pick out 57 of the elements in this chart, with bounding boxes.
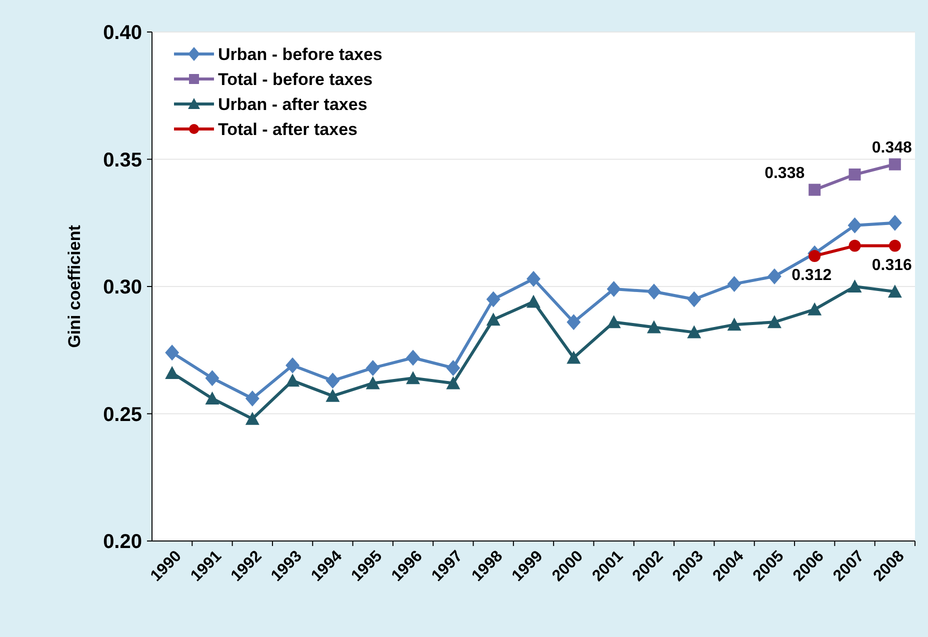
point: [606, 315, 621, 328]
point: [848, 280, 862, 292]
text: 0.35: [103, 149, 142, 172]
point: [566, 350, 581, 364]
point: [646, 320, 661, 334]
point: [888, 158, 901, 170]
point: [205, 391, 220, 404]
point: [165, 344, 180, 361]
point: [848, 217, 862, 234]
point: [446, 360, 460, 376]
text: 0.25: [103, 404, 142, 426]
legend-label: Urban - before taxes: [218, 44, 382, 64]
data-label: 0.348: [872, 139, 912, 156]
point: [406, 371, 420, 384]
point: [808, 250, 821, 262]
point: [566, 314, 581, 330]
point: [286, 357, 300, 374]
point: [888, 284, 902, 298]
point: [205, 370, 220, 386]
point: [808, 302, 822, 316]
point: [406, 350, 420, 366]
point: [165, 366, 180, 380]
point: [848, 240, 861, 252]
point: [687, 291, 702, 308]
point: [245, 390, 260, 406]
legend-label: Total - before taxes: [218, 70, 373, 89]
data-label: 0.312: [792, 266, 832, 284]
y-axis-title: Gini coefficient: [65, 224, 84, 348]
point: [326, 388, 340, 402]
point: [727, 276, 742, 292]
data-label: 0.338: [764, 164, 805, 182]
point: [888, 214, 902, 231]
point: [727, 318, 742, 331]
point: [606, 281, 621, 298]
point: [486, 312, 500, 326]
point: [446, 376, 460, 390]
point: [646, 284, 661, 300]
point: [286, 374, 300, 387]
point: [366, 360, 380, 376]
point: [687, 325, 702, 338]
point: [808, 184, 821, 196]
point: [848, 168, 861, 181]
legend-label: Urban - after taxes: [218, 94, 368, 114]
point: [526, 270, 540, 287]
text: 0.20: [103, 531, 142, 553]
data-label: 0.316: [872, 256, 912, 274]
point: [767, 315, 782, 328]
point: [767, 268, 782, 284]
point: [888, 240, 901, 252]
point: [366, 376, 380, 390]
text: 0.40: [103, 22, 142, 44]
point: [526, 294, 540, 308]
point: [326, 372, 340, 389]
point: [486, 291, 500, 308]
point: [245, 412, 260, 425]
text: 0.30: [103, 276, 142, 298]
legend-label: Total - after taxes: [218, 120, 358, 139]
